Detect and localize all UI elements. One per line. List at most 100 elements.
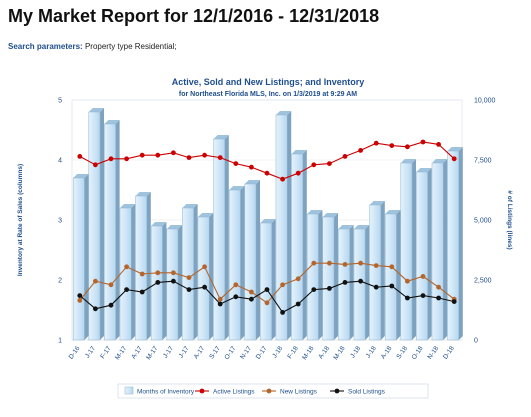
sold-listings-point <box>186 287 192 292</box>
bar-front <box>353 228 366 341</box>
inventory-bar <box>416 168 432 341</box>
sold-listings-point <box>124 287 129 292</box>
bar-top <box>73 174 89 178</box>
new-listings-point <box>202 264 208 270</box>
x-tick-label: M-17 <box>145 345 159 361</box>
sold-listings-point <box>327 286 332 291</box>
sold-listings-point <box>155 280 161 285</box>
active-listings-point <box>233 161 239 167</box>
right-tick-label: 2,500 <box>474 278 492 285</box>
new-listings-point <box>155 270 161 276</box>
inventory-bar <box>431 159 448 341</box>
active-listings-point <box>249 164 254 170</box>
bar-side <box>115 120 120 340</box>
bar-side <box>100 108 105 340</box>
bar-side <box>146 192 151 340</box>
legend-label: Active Listings <box>213 389 255 396</box>
legend-item: New Listings <box>262 389 318 396</box>
legend-marker <box>266 388 272 394</box>
x-tick-label: O-17 <box>223 345 237 361</box>
bar-top <box>151 222 167 226</box>
active-listings-point <box>389 143 395 149</box>
sold-listings-point <box>295 301 301 307</box>
x-tick-label: S-17 <box>208 345 222 361</box>
new-listings-point <box>436 284 441 290</box>
x-tick-label: S-18 <box>395 345 409 361</box>
bar-side <box>349 225 354 340</box>
new-listings-point <box>327 260 332 266</box>
bar-top <box>322 213 339 217</box>
bar-front <box>400 162 413 341</box>
bar-top <box>104 120 120 124</box>
new-listings-point <box>171 270 176 276</box>
bar-side <box>240 186 245 340</box>
bar-top <box>416 168 432 172</box>
sold-listings-point <box>202 284 208 290</box>
active-listings-series <box>77 139 457 182</box>
bar-front <box>275 114 288 341</box>
legend-label: Sold Listings <box>348 389 386 396</box>
x-tick-label: J-17 <box>162 345 175 360</box>
active-listings-point <box>264 170 270 176</box>
active-listings-point <box>358 148 363 153</box>
x-tick-label: M-18 <box>301 345 315 361</box>
new-listings-point <box>389 264 395 270</box>
sold-listings-point <box>311 287 317 292</box>
sold-listings-point <box>436 295 441 301</box>
new-listings-point <box>217 296 223 302</box>
active-listings-point <box>405 144 410 150</box>
right-axis-label: # of Listings (lines) <box>506 190 513 249</box>
bar-top <box>88 108 105 112</box>
x-tick-label: J-18 <box>271 345 284 360</box>
new-listings-point <box>249 289 254 295</box>
new-listings-point <box>405 278 410 284</box>
sold-listings-point <box>171 278 176 284</box>
sold-listings-point <box>264 287 270 292</box>
active-listings-point <box>295 170 301 176</box>
new-listings-point <box>295 276 301 282</box>
bar-front <box>213 138 226 341</box>
active-listings-point <box>93 162 98 168</box>
sold-listings-point <box>93 306 98 312</box>
legend-label: New Listings <box>280 389 318 396</box>
x-tick-label: A-18 <box>380 345 394 361</box>
left-axis-ticks: 1 2 3 4 5 <box>58 98 62 345</box>
bar-side <box>318 210 323 340</box>
left-tick-label: 3 <box>58 218 62 225</box>
bar-top <box>353 225 370 229</box>
active-listings-point <box>327 161 332 167</box>
legend-swatch <box>124 386 134 395</box>
bar-side <box>443 159 448 340</box>
bar-top <box>275 111 292 115</box>
bar-side <box>365 225 370 340</box>
bar-top <box>229 186 245 190</box>
bar-top <box>182 204 198 208</box>
sold-listings-point <box>358 278 363 284</box>
active-listings-point <box>108 156 114 162</box>
inventory-bar <box>400 159 417 341</box>
active-listings-point <box>139 152 145 158</box>
bar-front <box>384 213 397 341</box>
inventory-bar <box>244 180 261 341</box>
bar-side <box>287 111 292 340</box>
bar-top <box>119 204 136 208</box>
inventory-bar <box>213 135 229 341</box>
new-listings-point <box>124 264 129 270</box>
new-listings-point <box>373 263 379 268</box>
bar-front <box>104 123 116 341</box>
sold-listings-point <box>249 296 254 302</box>
new-listings-point <box>186 275 192 280</box>
inventory-bar <box>353 225 370 341</box>
sold-listings-point <box>77 293 83 298</box>
x-tick-label: A-18 <box>317 345 331 361</box>
bar-top <box>385 210 401 214</box>
legend-label: Months of Inventory <box>137 389 195 396</box>
right-tick-label: 5,000 <box>474 218 492 225</box>
bar-front <box>135 195 148 341</box>
new-listings-point <box>358 260 363 266</box>
x-tick-label: J-18 <box>349 345 362 360</box>
sold-listings-point <box>451 299 457 304</box>
x-tick-label: J-17 <box>178 345 191 360</box>
x-tick-label: F-17 <box>99 345 113 360</box>
active-listings-point <box>342 154 348 159</box>
